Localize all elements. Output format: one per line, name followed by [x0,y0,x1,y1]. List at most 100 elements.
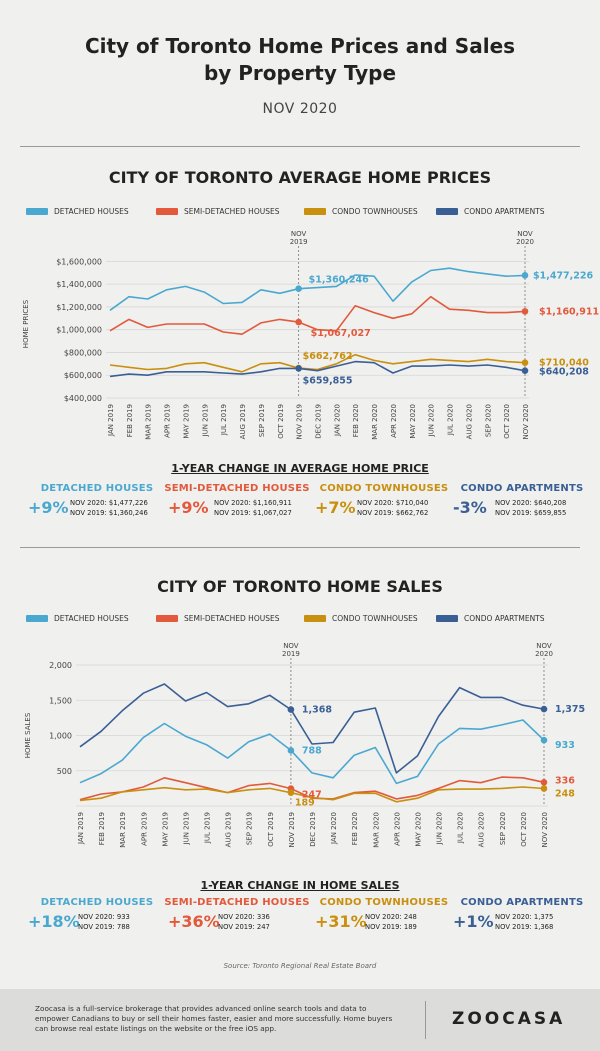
change-value-current: NOV 2020: $710,040 [357,499,429,507]
legend-label-semi: SEMI-DETACHED HOUSES [184,207,280,216]
data-label-nov2019: 247 [302,790,322,801]
x-tick-label: JUN 2019 [201,404,209,437]
sales-change-title: 1-YEAR CHANGE IN HOME SALES [200,879,400,892]
x-tick-label: OCT 2019 [277,404,285,439]
footer-divider [425,1001,426,1039]
data-point-detached [287,747,295,754]
change-values: NOV 2020: $710,040 NOV 2019: $662,762 [357,499,428,518]
data-label-nov2020: $1,477,226 [533,270,593,281]
prices-legend: DETACHED HOUSES SEMI-DETACHED HOUSES CON… [26,207,586,223]
legend-townhouse: CONDO TOWNHOUSES [304,614,418,623]
x-tick-label: APR 2020 [390,404,398,438]
y-tick-label: 1,500 [49,696,72,705]
change-value-previous: NOV 2019: 189 [365,922,417,931]
legend-detached: DETACHED HOUSES [26,614,129,623]
change-value-previous: NOV 2019: 788 [78,922,130,931]
marker-label: NOV [536,642,552,650]
x-tick-label: SEP 2020 [484,404,492,437]
x-tick-label: NOV 2019 [296,404,304,439]
x-tick-label: DEC 2019 [309,812,317,847]
change-category-name: CONDO TOWNHOUSES [319,897,449,908]
change-values: NOV 2020: 336 NOV 2019: 247 [218,913,270,932]
change-category-name: SEMI-DETACHED HOUSES [164,483,310,494]
x-tick-label: JAN 2019 [77,812,85,845]
x-tick-label: JAN 2020 [330,812,338,845]
series-line-detached [79,719,545,785]
data-label-nov2020: $710,040 [539,358,589,369]
sales-chart: 500 1,000 1,500 2,000 HOME SALES JAN 2019 FEB … [24,642,585,848]
series-line-apartment [79,683,545,774]
y-tick-label: $1,200,000 [56,303,102,312]
data-point-semi [295,318,302,326]
x-tick-label: JUL 2020 [447,404,455,436]
x-tick-label: SEP 2020 [499,812,507,845]
legend-swatch-townhouse [304,208,326,215]
x-tick-label: JUN 2020 [436,812,444,845]
legend-label-apartment: CONDO APARTMENTS [464,207,545,216]
data-label-nov2019: $1,360,246 [309,275,369,286]
change-group-detached: DETACHED HOUSES +18% NOV 2020: 933 NOV 2019… [22,897,172,931]
x-tick-label: APR 2019 [164,404,172,438]
y-tick-label: $600,000 [64,371,102,380]
x-tick-label: APR 2019 [140,812,148,846]
x-tick-label: FEB 2019 [126,404,134,437]
x-tick-label: JUL 2020 [457,812,465,844]
x-tick-label: AUG 2020 [465,404,473,439]
change-value-previous: NOV 2019: $1,067,027 [214,508,292,517]
x-tick-label: FEB 2020 [352,404,360,437]
y-axis-label: HOME SALES [24,712,32,758]
y-axis-label: HOME PRICES [22,299,30,348]
x-tick-label: SEP 2019 [246,812,254,845]
x-tick-label: AUG 2020 [478,812,486,847]
change-percentage: +1% [453,912,494,931]
change-value-current: NOV 2020: 1,375 [495,913,554,921]
x-tick-label: JUN 2020 [428,404,436,437]
x-tick-label: FEB 2020 [351,812,359,845]
x-tick-label: JUN 2019 [182,812,190,845]
data-label-nov2019: 1,368 [302,705,332,716]
change-value-current: NOV 2020: $1,160,911 [214,499,292,507]
change-value-current: NOV 2020: 933 [78,913,130,921]
page-title-line-2: by Property Type [203,61,397,85]
data-point-townhouse [521,359,529,367]
data-label-nov2019: $1,067,027 [311,328,371,339]
x-tick-label: MAY 2019 [161,812,169,847]
legend-label-detached: DETACHED HOUSES [54,614,129,623]
data-label-nov2019: $662,762 [303,351,353,362]
marker-label: 2019 [290,238,308,246]
zoocasa-logo[interactable]: ZOOCASA [452,1009,566,1029]
legend-label-detached: DETACHED HOUSES [54,207,129,216]
x-tick-label: NOV 2020 [522,404,530,439]
change-group-semi: SEMI-DETACHED HOUSES +9% NOV 2020: $1,160,… [162,483,312,517]
change-group-detached: DETACHED HOUSES +9% NOV 2020: $1,477,226 NO… [22,483,172,517]
divider-top [20,146,580,147]
change-group-townhouse: CONDO TOWNHOUSES +31% NOV 2020: 248 NOV 201… [309,897,459,931]
change-percentage: -3% [453,498,487,517]
x-tick-label: JAN 2020 [333,404,341,437]
x-tick-label: OCT 2020 [503,404,511,439]
data-label-nov2019: $659,855 [303,375,353,386]
y-tick-label: $1,000,000 [56,326,102,335]
legend-swatch-semi [156,615,178,622]
sales-legend: DETACHED HOUSES SEMI-DETACHED HOUSES CON… [26,614,586,630]
data-label-nov2020: 1,375 [555,704,585,715]
data-point-semi [540,779,548,786]
y-tick-label: $1,600,000 [56,257,102,266]
x-tick-label: JAN 2019 [107,404,115,437]
y-tick-label: $800,000 [64,348,102,357]
legend-label-townhouse: CONDO TOWNHOUSES [332,614,418,623]
marker-label: NOV [283,642,299,650]
change-percentage: +7% [315,498,356,517]
series-line-townhouse [79,786,545,803]
change-value-previous: NOV 2019: $659,855 [495,508,567,517]
legend-swatch-semi [156,208,178,215]
change-value-previous: NOV 2019: $662,762 [357,508,429,517]
legend-detached: DETACHED HOUSES [26,207,129,216]
legend-swatch-detached [26,208,48,215]
sales-section-title: CITY OF TORONTO HOME SALES [157,577,443,596]
legend-apartment: CONDO APARTMENTS [436,614,545,623]
data-label-nov2020: 933 [555,740,575,751]
change-value-previous: NOV 2019: 1,368 [495,922,554,931]
legend-apartment: CONDO APARTMENTS [436,207,545,216]
y-tick-label: 2,000 [49,661,72,670]
